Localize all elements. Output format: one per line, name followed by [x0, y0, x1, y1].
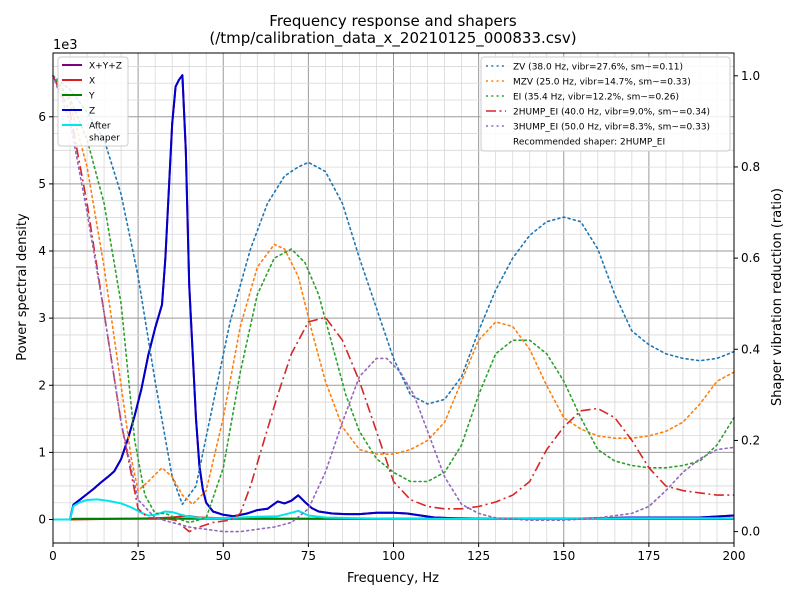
- y2-axis-label: Shaper vibration reduction (ratio): [770, 188, 785, 406]
- shaper-series-0: [52, 75, 735, 506]
- y-tick-label: 2: [38, 378, 46, 392]
- chart-title: Frequency response and shapers: [269, 12, 517, 30]
- legend-psd-label: Z: [89, 107, 95, 117]
- psd-series-4: [53, 498, 734, 521]
- legend-shaper-label: 3HUMP_EI (50.0 Hz, vibr=8.3%, sm~=0.33): [513, 123, 710, 133]
- legend-psd-label: X+Y+Z: [89, 62, 122, 72]
- y-tick-label: 0: [38, 513, 46, 527]
- x-tick-label: 75: [301, 549, 316, 563]
- y2-tick-label: 0.0: [741, 525, 760, 539]
- shaper-series-2: [52, 75, 735, 524]
- x-tick-label: 0: [49, 549, 57, 563]
- chart-subtitle: (/tmp/calibration_data_x_20210125_000833…: [209, 29, 576, 48]
- y-tick-label: 3: [38, 311, 46, 325]
- legend-psd-label: X: [89, 77, 95, 87]
- legend-shaper-label: MZV (25.0 Hz, vibr=14.7%, sm~=0.33): [513, 78, 691, 88]
- y2-tick-label: 0.2: [741, 433, 760, 447]
- legend-shaper-label: 2HUMP_EI (40.0 Hz, vibr=9.0%, sm~=0.34): [513, 108, 710, 118]
- legend-psd-label: shaper: [89, 134, 120, 144]
- x-tick-label: 175: [637, 549, 660, 563]
- x-tick-label: 50: [216, 549, 231, 563]
- shaper-series-3: [52, 75, 734, 533]
- legend-psd: X+Y+Z XYZ After shaper: [57, 56, 129, 147]
- shaper-series-group: [52, 75, 735, 533]
- x-tick-label: 200: [723, 549, 746, 563]
- y-axis-label: Power spectral density: [15, 213, 30, 361]
- x-tick-label: 100: [382, 549, 405, 563]
- axes: 0 25 50 75 100 125 150 175 200 0 1 2 3 4 5 6 0.0 0.2 0.4 0.…: [38, 69, 760, 563]
- x-axis-label: Frequency, Hz: [347, 571, 439, 586]
- y2-tick-label: 0.4: [741, 342, 760, 356]
- x-tick-label: 150: [552, 549, 575, 563]
- y-tick-label: 5: [38, 177, 46, 191]
- x-tick-label: 25: [130, 549, 145, 563]
- y-tick-label: 1: [38, 445, 46, 459]
- x-tick-label: 125: [467, 549, 490, 563]
- y-tick-label: 6: [38, 110, 46, 124]
- legend-psd-label: Y: [88, 92, 95, 102]
- y2-tick-label: 0.8: [741, 160, 760, 174]
- y2-tick-label: 1.0: [741, 69, 760, 83]
- legend-shaper-label: ZV (38.0 Hz, vibr=27.6%, sm~=0.11): [513, 63, 683, 73]
- recommended-shaper-label: Recommended shaper: 2HUMP_EI: [513, 138, 665, 148]
- y-multiplier: 1e3: [53, 38, 78, 53]
- shaper-series-1: [52, 75, 735, 506]
- legend-shaper-label: EI (35.4 Hz, vibr=12.2%, sm~=0.26): [513, 93, 679, 103]
- y2-tick-label: 0.6: [741, 251, 760, 265]
- legend-shapers-box: [480, 56, 731, 152]
- y-tick-label: 4: [38, 244, 46, 258]
- shaper-series-4: [52, 75, 735, 533]
- legend-shapers: ZV (38.0 Hz, vibr=27.6%, sm~=0.11) MZV (2…: [480, 56, 731, 152]
- legend-psd-label: After: [89, 122, 111, 132]
